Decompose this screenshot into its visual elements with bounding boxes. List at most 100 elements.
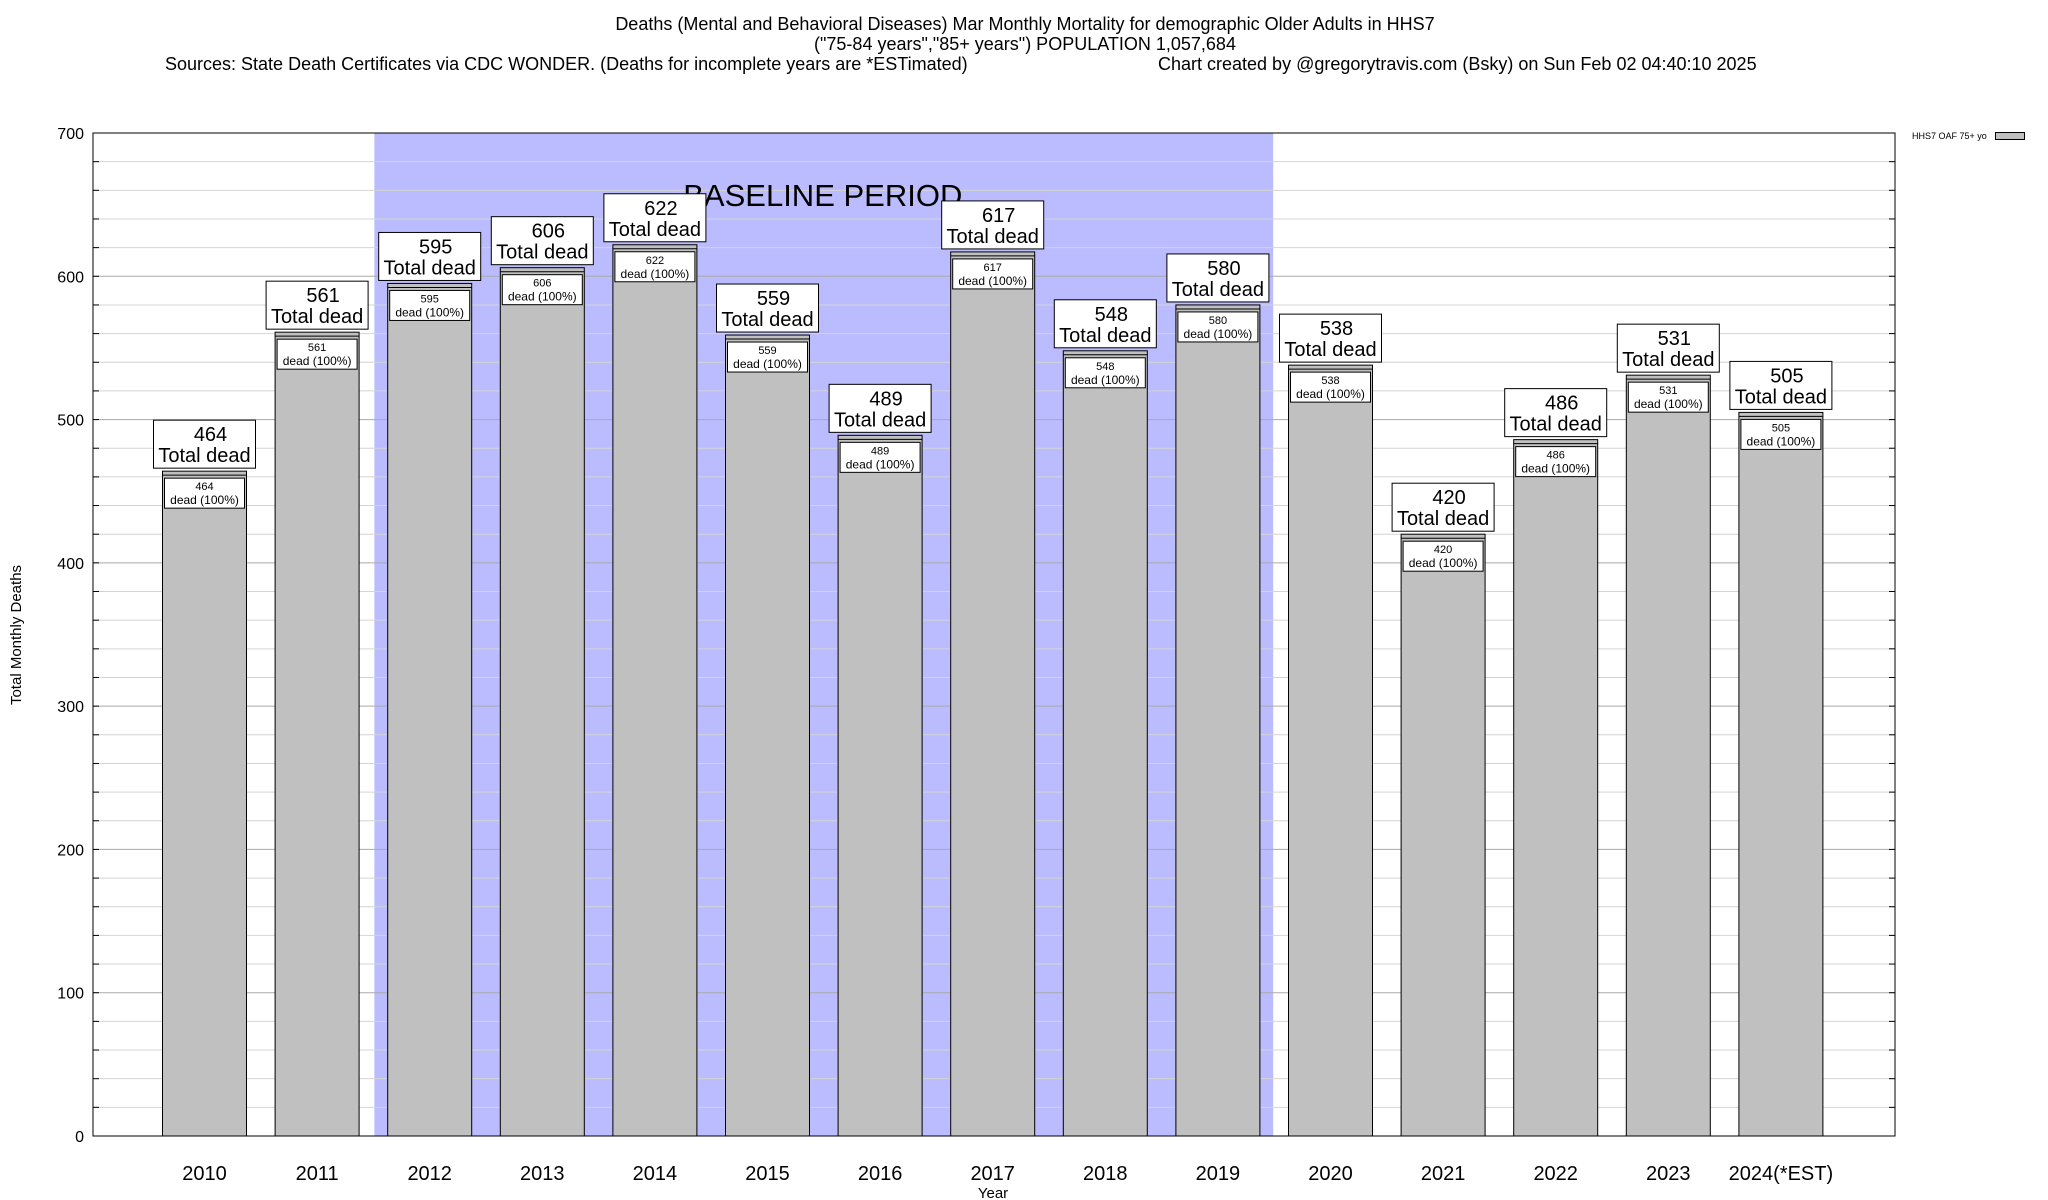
inner-label-box bbox=[839, 441, 921, 473]
inner-label-box bbox=[614, 251, 696, 283]
inner-label-text: dead (100%) bbox=[1296, 387, 1365, 401]
data-label-box bbox=[1279, 313, 1382, 363]
y-tick-label: 500 bbox=[57, 413, 84, 430]
data-label-value: 464 bbox=[194, 424, 227, 446]
data-label-box bbox=[1166, 253, 1270, 303]
inner-label-value: 420 bbox=[1434, 544, 1452, 556]
inner-label-text: dead (100%) bbox=[395, 305, 464, 319]
data-label-box bbox=[941, 200, 1045, 250]
inner-label-box bbox=[1290, 371, 1371, 403]
y-tick-label: 600 bbox=[57, 269, 84, 286]
chart-credit: Chart created by @gregorytravis.com (Bsk… bbox=[1158, 54, 1757, 74]
data-label-box bbox=[1391, 482, 1495, 532]
y-tick-label: 300 bbox=[57, 699, 84, 716]
data-label-text: Total dead bbox=[609, 219, 701, 241]
bar bbox=[1400, 533, 1486, 1137]
baseline-period-label: BASELINE PERIOD bbox=[683, 178, 962, 213]
chart-title: Deaths (Mental and Behavioral Diseases) … bbox=[615, 14, 1435, 34]
inner-label-text: dead (100%) bbox=[1634, 397, 1703, 411]
x-tick-label: 2018 bbox=[1083, 1163, 1128, 1185]
data-label-box bbox=[1616, 323, 1720, 373]
x-tick-label: 2010 bbox=[182, 1163, 227, 1185]
bar bbox=[1625, 374, 1711, 1137]
inner-label-box bbox=[952, 258, 1034, 290]
inner-label-value: 538 bbox=[1321, 375, 1339, 387]
data-label-text: Total dead bbox=[1172, 279, 1264, 301]
bar bbox=[725, 334, 810, 1137]
data-label-box bbox=[378, 231, 482, 281]
inner-label-box bbox=[1740, 418, 1822, 450]
inner-label-box bbox=[276, 338, 358, 370]
x-tick-label: 2011 bbox=[296, 1163, 339, 1185]
inner-label-value: 489 bbox=[871, 445, 889, 457]
inner-label-text: dead (100%) bbox=[1747, 434, 1816, 448]
data-label-text: Total dead bbox=[947, 226, 1039, 248]
data-label-box bbox=[1504, 388, 1608, 438]
data-label-box bbox=[1729, 360, 1833, 410]
data-label-box bbox=[490, 216, 594, 266]
inner-label-value: 548 bbox=[1096, 361, 1114, 373]
bar bbox=[1513, 439, 1599, 1137]
x-tick-label: 2019 bbox=[1196, 1163, 1241, 1185]
x-tick-label: 2016 bbox=[858, 1163, 903, 1185]
data-label-box bbox=[716, 283, 819, 333]
data-label-box bbox=[828, 383, 932, 433]
inner-label-box bbox=[727, 341, 808, 373]
inner-label-text: dead (100%) bbox=[621, 267, 690, 281]
data-label-value: 622 bbox=[644, 198, 677, 220]
data-label-text: Total dead bbox=[271, 306, 363, 328]
inner-label-value: 622 bbox=[646, 255, 664, 267]
data-label-text: Total dead bbox=[1735, 386, 1827, 408]
x-tick-label: 2023 bbox=[1646, 1163, 1691, 1185]
inner-label-value: 606 bbox=[533, 278, 551, 290]
inner-label-value: 580 bbox=[1209, 315, 1227, 327]
plot-border bbox=[92, 132, 1896, 1137]
inner-label-value: 531 bbox=[1659, 385, 1677, 397]
x-tick-label: 2017 bbox=[970, 1163, 1015, 1185]
bar bbox=[274, 331, 360, 1137]
y-tick-label: 100 bbox=[57, 986, 84, 1003]
x-tick-label: 2021 bbox=[1421, 1163, 1466, 1185]
data-label-value: 489 bbox=[869, 388, 902, 410]
data-label-value: 561 bbox=[306, 285, 339, 307]
inner-label-text: dead (100%) bbox=[283, 354, 352, 368]
y-axis-label: Total Monthly Deaths bbox=[8, 565, 25, 705]
inner-label-box bbox=[164, 477, 245, 509]
data-label-text: Total dead bbox=[158, 445, 250, 467]
inner-label-value: 595 bbox=[421, 293, 439, 305]
data-label-text: Total dead bbox=[1510, 414, 1602, 436]
x-tick-label: 2024(*EST) bbox=[1729, 1163, 1834, 1185]
x-tick-label: 2012 bbox=[407, 1163, 452, 1185]
x-tick-label: 2015 bbox=[745, 1163, 790, 1185]
inner-label-box bbox=[1627, 381, 1709, 413]
inner-label-value: 561 bbox=[308, 342, 326, 354]
data-label-text: Total dead bbox=[1397, 508, 1489, 530]
data-label-text: Total dead bbox=[834, 409, 926, 431]
inner-label-text: dead (100%) bbox=[1184, 327, 1253, 341]
bar bbox=[950, 251, 1036, 1137]
bar bbox=[1175, 304, 1261, 1137]
inner-label-text: dead (100%) bbox=[1071, 373, 1140, 387]
x-axis-label: Year bbox=[978, 1185, 1008, 1200]
y-tick-label: 0 bbox=[75, 1129, 84, 1146]
data-label-box bbox=[153, 419, 256, 469]
chart-sources: Sources: State Death Certificates via CD… bbox=[165, 54, 968, 74]
inner-label-value: 486 bbox=[1547, 450, 1565, 462]
data-label-value: 595 bbox=[419, 236, 452, 258]
inner-label-text: dead (100%) bbox=[170, 493, 239, 507]
inner-label-box bbox=[1515, 446, 1597, 478]
data-label-value: 559 bbox=[757, 288, 790, 310]
inner-label-value: 559 bbox=[758, 345, 776, 357]
bar bbox=[612, 244, 698, 1137]
x-tick-label: 2022 bbox=[1533, 1163, 1578, 1185]
x-tick-label: 2013 bbox=[520, 1163, 565, 1185]
data-label-text: Total dead bbox=[721, 309, 813, 331]
inner-label-box bbox=[1402, 540, 1484, 572]
y-tick-label: 400 bbox=[57, 556, 84, 573]
inner-label-value: 505 bbox=[1772, 422, 1790, 434]
bar bbox=[387, 282, 473, 1137]
bar bbox=[499, 267, 585, 1137]
legend-swatch bbox=[1994, 132, 2025, 140]
data-label-value: 420 bbox=[1432, 487, 1465, 509]
